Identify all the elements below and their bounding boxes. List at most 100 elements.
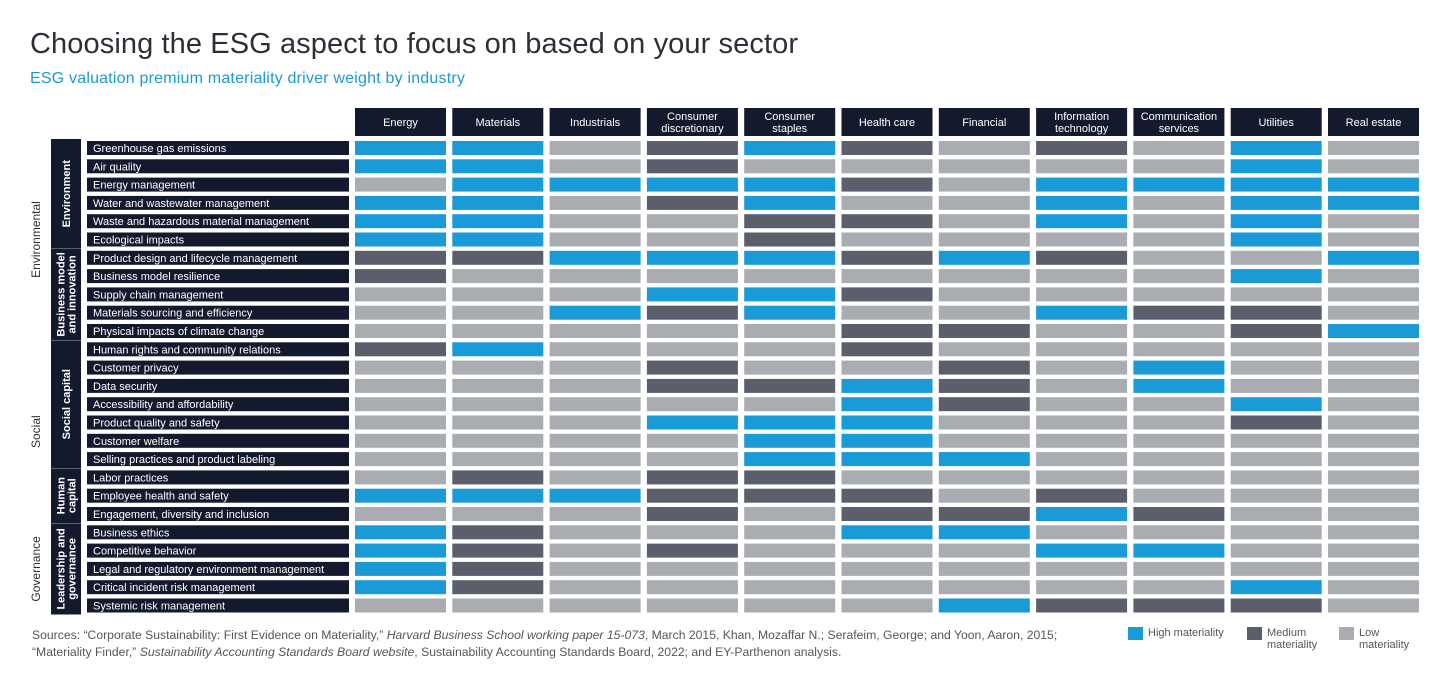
cell-water-and-wastewater-management-health-care bbox=[841, 195, 933, 210]
cell-legal-and-regulatory-environment-management-industrials bbox=[549, 561, 641, 576]
cell-water-and-wastewater-management-consumer-discretionary bbox=[646, 195, 738, 210]
cell-customer-welfare-utilities bbox=[1230, 433, 1322, 448]
cell-product-quality-and-safety-financial bbox=[938, 415, 1030, 430]
cell-product-quality-and-safety-consumer-staples bbox=[744, 415, 836, 430]
cell-materials-sourcing-and-efficiency-industrials bbox=[549, 305, 641, 320]
row-label-critical-incident-risk-management: Critical incident risk management bbox=[93, 582, 255, 594]
cell-greenhouse-gas-emissions-utilities bbox=[1230, 141, 1322, 155]
cell-critical-incident-risk-management-financial bbox=[938, 580, 1030, 595]
cell-data-security-consumer-staples bbox=[744, 378, 836, 393]
cell-labor-practices-energy bbox=[355, 470, 446, 485]
cell-waste-and-hazardous-material-management-consumer-discretionary bbox=[646, 214, 738, 229]
cell-employee-health-and-safety-information-technology bbox=[1036, 488, 1128, 503]
cell-physical-impacts-of-climate-change-information-technology bbox=[1036, 324, 1128, 338]
cell-physical-impacts-of-climate-change-consumer-staples bbox=[744, 324, 836, 338]
row-header-materials-sourcing-and-efficiency bbox=[87, 305, 349, 320]
cell-human-rights-and-community-relations-industrials bbox=[549, 342, 641, 357]
cell-accessibility-and-affordability-energy bbox=[355, 397, 446, 412]
cell-legal-and-regulatory-environment-management-information-technology bbox=[1036, 561, 1128, 576]
cell-labor-practices-health-care bbox=[841, 470, 933, 485]
cell-physical-impacts-of-climate-change-energy bbox=[355, 324, 446, 338]
cell-employee-health-and-safety-industrials bbox=[549, 488, 641, 503]
cell-customer-welfare-industrials bbox=[549, 433, 641, 448]
cell-customer-privacy-utilities bbox=[1230, 360, 1322, 375]
cell-business-model-resilience-health-care bbox=[841, 269, 933, 284]
sources-text-2: , March 2015, Khan, Mozaffar N.; Serafei… bbox=[32, 628, 1058, 659]
cell-water-and-wastewater-management-information-technology bbox=[1036, 195, 1128, 210]
sources-note: Sources: “Corporate Sustainability: Firs… bbox=[32, 627, 1092, 661]
cell-human-rights-and-community-relations-communication-services bbox=[1133, 342, 1225, 357]
legend-low-swatch bbox=[1339, 627, 1354, 640]
cell-energy-management-industrials bbox=[549, 177, 641, 192]
cell-supply-chain-management-communication-services bbox=[1133, 287, 1225, 302]
category-label-human-capital: Humancapital bbox=[56, 477, 79, 515]
row-header-waste-and-hazardous-material-management bbox=[87, 214, 349, 229]
cell-accessibility-and-affordability-information-technology bbox=[1036, 397, 1128, 412]
cell-product-design-and-lifecycle-management-energy bbox=[355, 250, 446, 265]
cell-systemic-risk-management-information-technology bbox=[1036, 598, 1128, 613]
cell-supply-chain-management-information-technology bbox=[1036, 287, 1128, 302]
row-label-energy-management: Energy management bbox=[93, 180, 195, 192]
row-label-systemic-risk-management: Systemic risk management bbox=[93, 601, 225, 613]
cell-physical-impacts-of-climate-change-materials bbox=[452, 324, 544, 338]
cell-physical-impacts-of-climate-change-utilities bbox=[1230, 324, 1322, 338]
cell-business-model-resilience-industrials bbox=[549, 269, 641, 284]
row-header-critical-incident-risk-management bbox=[87, 580, 349, 595]
column-header-financial bbox=[938, 108, 1030, 136]
cell-greenhouse-gas-emissions-health-care bbox=[841, 141, 933, 155]
cell-waste-and-hazardous-material-management-health-care bbox=[841, 214, 933, 229]
row-header-water-and-wastewater-management bbox=[87, 195, 349, 210]
cell-materials-sourcing-and-efficiency-information-technology bbox=[1036, 305, 1128, 320]
cell-product-quality-and-safety-materials bbox=[452, 415, 544, 430]
cell-waste-and-hazardous-material-management-financial bbox=[938, 214, 1030, 229]
legend-high-swatch bbox=[1128, 627, 1143, 640]
cell-critical-incident-risk-management-real-estate bbox=[1328, 580, 1419, 595]
cell-product-design-and-lifecycle-management-utilities bbox=[1230, 250, 1322, 265]
cell-materials-sourcing-and-efficiency-communication-services bbox=[1133, 305, 1225, 320]
column-header-consumer-staples bbox=[744, 108, 836, 136]
column-label-consumer-discretionary: Consumer discretionary bbox=[661, 111, 724, 135]
cell-legal-and-regulatory-environment-management-communication-services bbox=[1133, 561, 1225, 576]
cell-customer-welfare-real-estate bbox=[1328, 433, 1419, 448]
cell-product-design-and-lifecycle-management-industrials bbox=[549, 250, 641, 265]
sources-italic-1: Harvard Business School working paper 15… bbox=[386, 628, 645, 642]
cell-ecological-impacts-health-care bbox=[841, 232, 933, 247]
cell-waste-and-hazardous-material-management-utilities bbox=[1230, 214, 1322, 229]
cell-product-design-and-lifecycle-management-materials bbox=[452, 250, 544, 265]
cell-waste-and-hazardous-material-management-information-technology bbox=[1036, 214, 1128, 229]
cell-greenhouse-gas-emissions-industrials bbox=[549, 141, 641, 155]
cell-competitive-behavior-industrials bbox=[549, 543, 641, 558]
cell-critical-incident-risk-management-utilities bbox=[1230, 580, 1322, 595]
legend-medium-label: Medium materiality bbox=[1267, 627, 1317, 651]
cell-water-and-wastewater-management-utilities bbox=[1230, 195, 1322, 210]
row-header-employee-health-and-safety bbox=[87, 488, 349, 503]
cell-engagement-diversity-and-inclusion-consumer-discretionary bbox=[646, 507, 738, 521]
cell-human-rights-and-community-relations-real-estate bbox=[1328, 342, 1419, 357]
cell-critical-incident-risk-management-consumer-staples bbox=[744, 580, 836, 595]
cell-engagement-diversity-and-inclusion-information-technology bbox=[1036, 507, 1128, 521]
cell-supply-chain-management-industrials bbox=[549, 287, 641, 302]
column-label-industrials: Industrials bbox=[570, 117, 621, 129]
cell-business-model-resilience-financial bbox=[938, 269, 1030, 284]
cell-waste-and-hazardous-material-management-real-estate bbox=[1328, 214, 1419, 229]
cell-human-rights-and-community-relations-consumer-discretionary bbox=[646, 342, 738, 357]
row-header-business-ethics bbox=[87, 525, 349, 540]
cell-supply-chain-management-consumer-staples bbox=[744, 287, 836, 302]
cell-business-ethics-financial bbox=[938, 525, 1030, 540]
cell-water-and-wastewater-management-communication-services bbox=[1133, 195, 1225, 210]
cell-business-ethics-materials bbox=[452, 525, 544, 540]
cell-ecological-impacts-materials bbox=[452, 232, 544, 247]
pillar-label-governance: Governance bbox=[29, 536, 43, 602]
cell-accessibility-and-affordability-industrials bbox=[549, 397, 641, 412]
column-label-communication-services: Communication services bbox=[1141, 111, 1217, 135]
cell-materials-sourcing-and-efficiency-materials bbox=[452, 305, 544, 320]
column-label-materials: Materials bbox=[475, 117, 520, 129]
row-header-air-quality bbox=[87, 159, 349, 174]
category-box-business-model-and-innovation bbox=[51, 248, 81, 340]
cell-water-and-wastewater-management-consumer-staples bbox=[744, 195, 836, 210]
cell-business-model-resilience-consumer-discretionary bbox=[646, 269, 738, 284]
cell-competitive-behavior-information-technology bbox=[1036, 543, 1128, 558]
sources-text-1: Sources: “Corporate Sustainability: Firs… bbox=[32, 628, 387, 642]
cell-air-quality-consumer-discretionary bbox=[646, 159, 738, 174]
cell-data-security-real-estate bbox=[1328, 378, 1419, 393]
